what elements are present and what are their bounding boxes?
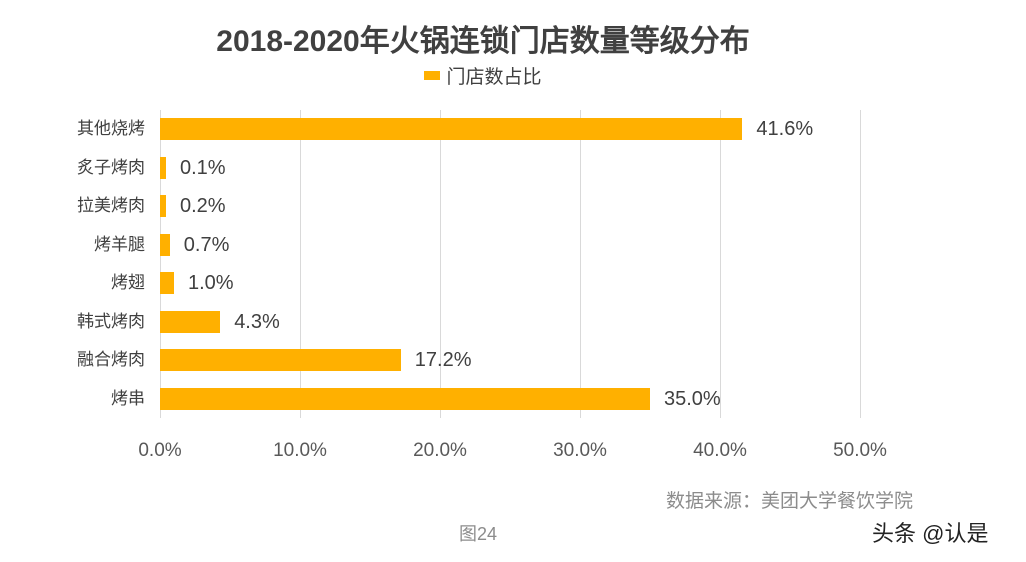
bar — [160, 387, 650, 410]
x-tick-label: 30.0% — [553, 440, 607, 461]
value-label: 4.3% — [234, 310, 280, 333]
gridline — [160, 110, 161, 418]
value-label: 17.2% — [414, 349, 472, 372]
bar — [160, 233, 170, 256]
category-label: 炙子烤肉 — [77, 157, 145, 177]
plot-area: 41.6% 0.1% 0.2% 0.7% 1.0% 4.3% 17.2% 35.0% — [160, 110, 861, 418]
bar — [160, 310, 221, 333]
gridline — [580, 110, 581, 418]
value-label: 0.7% — [183, 233, 230, 256]
x-tick-label: 20.0% — [413, 440, 467, 461]
bar — [160, 118, 743, 141]
legend: 门店数占比 — [0, 62, 966, 89]
gridline — [300, 110, 301, 418]
x-tick-label: 0.0% — [138, 440, 182, 461]
watermark: 头条 @认是 — [872, 521, 989, 546]
category-label: 烤串 — [111, 388, 145, 408]
category-label: 融合烤肉 — [77, 350, 145, 370]
chart-title: 2018-2020年火锅连锁门店数量等级分布 — [216, 25, 750, 58]
source-note: 数据来源：美团大学餐饮学院 — [666, 491, 914, 512]
category-label: 拉美烤肉 — [77, 196, 145, 216]
figure-label: 图24 — [459, 524, 498, 544]
value-label: 0.1% — [180, 156, 226, 179]
legend-swatch — [424, 71, 441, 81]
category-label: 其他烧烤 — [77, 119, 145, 139]
gridline — [860, 110, 861, 418]
value-label: 0.2% — [180, 195, 226, 218]
value-label: 41.6% — [756, 118, 814, 141]
x-tick-label: 50.0% — [833, 440, 887, 461]
legend-label: 门店数占比 — [446, 67, 542, 88]
bar — [160, 272, 174, 295]
bar — [160, 195, 166, 218]
x-tick-label: 40.0% — [693, 440, 747, 461]
value-label: 1.0% — [188, 272, 234, 295]
value-label: 35.0% — [664, 387, 721, 410]
category-label: 烤羊腿 — [94, 234, 145, 254]
gridline — [720, 110, 721, 418]
bar — [160, 349, 401, 372]
x-tick-label: 10.0% — [273, 440, 327, 461]
bar — [160, 156, 166, 179]
category-label: 烤翅 — [111, 273, 145, 293]
category-label: 韩式烤肉 — [77, 311, 145, 331]
gridline — [440, 110, 441, 418]
